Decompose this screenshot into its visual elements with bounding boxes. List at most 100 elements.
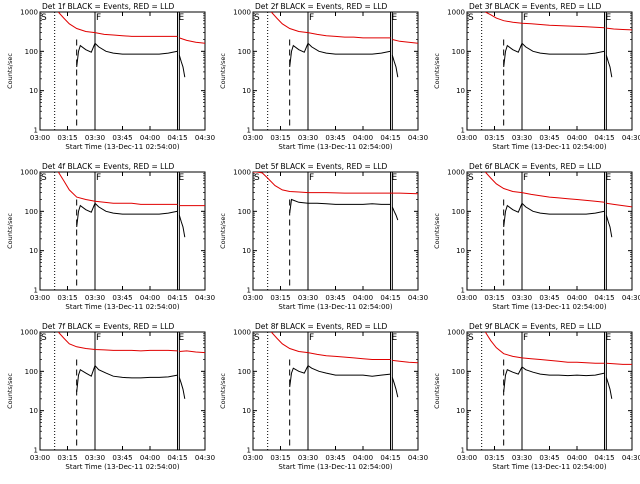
- marker-f: F: [523, 333, 528, 343]
- x-axis-label: Start Time (13-Dec-11 02:54:00): [65, 143, 179, 151]
- series-line-lld: [270, 332, 391, 360]
- series-line-lld: [253, 172, 418, 195]
- marker-f: F: [96, 13, 101, 23]
- series-line-events: [178, 214, 186, 238]
- panel-title: Det 6f BLACK = Events, RED = LLD: [469, 162, 602, 171]
- marker-s: S: [468, 173, 474, 183]
- series-group: [270, 12, 418, 78]
- y-tick-label: 100: [238, 368, 251, 376]
- x-tick-label: 03:45: [539, 454, 559, 462]
- panel-1: Det 1f BLACK = Events, RED = LLD 1 10 100 10…: [6, 2, 215, 151]
- x-tick-label: 03:15: [57, 294, 77, 302]
- x-tick-label: 04:30: [195, 134, 215, 142]
- panel-title: Det 1f BLACK = Events, RED = LLD: [42, 2, 175, 11]
- panel-8: Det 8f BLACK = Events, RED = LLD 1 10 100 10…: [219, 322, 428, 471]
- series-line-lld: [606, 27, 632, 31]
- series-line-events: [289, 198, 391, 214]
- plot-frame: [466, 331, 633, 451]
- series-group: [253, 172, 418, 221]
- x-tick-label: 03:15: [484, 454, 504, 462]
- y-tick-label: 10: [29, 87, 38, 95]
- y-tick-label: 1000: [233, 9, 251, 17]
- y-tick-label: 1000: [447, 329, 465, 337]
- marker-s: S: [41, 333, 47, 343]
- y-tick-label: 10: [242, 87, 251, 95]
- x-tick-label: 03:45: [325, 294, 345, 302]
- panel-7: Det 7f BLACK = Events, RED = LLD 1 10 100 10…: [6, 322, 215, 471]
- x-tick-label: 04:15: [380, 134, 400, 142]
- marker-e: E: [179, 333, 185, 343]
- x-tick-label: 03:45: [539, 294, 559, 302]
- y-tick-label: 100: [238, 48, 251, 56]
- marker-f: F: [96, 333, 101, 343]
- marker-s: S: [41, 13, 47, 23]
- x-axis-label: Start Time (13-Dec-11 02:54:00): [492, 143, 606, 151]
- marker-f: F: [96, 173, 101, 183]
- x-tick-label: 03:45: [539, 134, 559, 142]
- y-axis-label: Counts/sec: [219, 373, 227, 409]
- x-tick-label: 04:30: [195, 454, 215, 462]
- x-tick-label: 04:30: [622, 294, 640, 302]
- x-tick-label: 03:00: [243, 294, 263, 302]
- y-axis-label: Counts/sec: [433, 373, 441, 409]
- x-tick-label: 03:15: [270, 294, 290, 302]
- x-tick-label: 03:15: [484, 134, 504, 142]
- plot-frame: [39, 11, 206, 131]
- marker-s: S: [41, 173, 47, 183]
- marker-s: S: [254, 13, 260, 23]
- x-axis-label: Start Time (13-Dec-11 02:54:00): [65, 303, 179, 311]
- series-line-lld: [179, 350, 205, 354]
- y-tick-label: 1: [247, 447, 251, 455]
- series-line-events: [391, 206, 399, 221]
- x-tick-label: 04:15: [380, 294, 400, 302]
- y-tick-label: 100: [452, 208, 465, 216]
- panel-title: Det 3f BLACK = Events, RED = LLD: [469, 2, 602, 11]
- y-tick-label: 10: [242, 407, 251, 415]
- x-tick-label: 04:15: [594, 454, 614, 462]
- x-tick-label: 03:00: [30, 134, 50, 142]
- x-tick-label: 03:30: [512, 294, 532, 302]
- x-tick-label: 04:00: [353, 294, 373, 302]
- y-axis-label: Counts/sec: [6, 213, 14, 249]
- marker-e: E: [179, 173, 185, 183]
- y-tick-label: 1000: [233, 329, 251, 337]
- marker-s: S: [254, 333, 260, 343]
- marker-e: E: [606, 333, 612, 343]
- series-line-events: [605, 377, 613, 399]
- series-line-events: [503, 366, 605, 392]
- x-tick-label: 03:30: [85, 454, 105, 462]
- plot-frame: [252, 171, 419, 291]
- x-tick-label: 04:00: [140, 134, 160, 142]
- series-line-lld: [485, 12, 605, 29]
- panel-9: Det 9f BLACK = Events, RED = LLD 1 10 100 10…: [433, 322, 640, 471]
- series-line-lld: [57, 172, 178, 205]
- series-group: [57, 12, 205, 78]
- series-group: [57, 332, 205, 399]
- x-tick-label: 03:45: [112, 134, 132, 142]
- x-tick-label: 03:30: [298, 134, 318, 142]
- y-tick-label: 1: [34, 287, 38, 295]
- y-tick-label: 1: [461, 287, 465, 295]
- marker-f: F: [309, 13, 314, 23]
- x-tick-label: 04:00: [140, 454, 160, 462]
- x-tick-label: 03:00: [457, 294, 477, 302]
- y-tick-label: 10: [456, 407, 465, 415]
- series-line-events: [391, 377, 399, 398]
- x-tick-label: 04:15: [167, 294, 187, 302]
- x-axis-label: Start Time (13-Dec-11 02:54:00): [65, 463, 179, 471]
- x-tick-label: 03:15: [57, 134, 77, 142]
- x-tick-label: 03:45: [325, 134, 345, 142]
- x-tick-label: 03:30: [512, 454, 532, 462]
- series-line-lld: [606, 362, 632, 365]
- y-tick-label: 1000: [233, 169, 251, 177]
- x-axis-label: Start Time (13-Dec-11 02:54:00): [492, 303, 606, 311]
- plot-frame: [252, 331, 419, 451]
- y-tick-label: 10: [29, 407, 38, 415]
- x-tick-label: 04:00: [567, 454, 587, 462]
- x-axis-label: Start Time (13-Dec-11 02:54:00): [278, 463, 392, 471]
- panel-title: Det 2f BLACK = Events, RED = LLD: [255, 2, 388, 11]
- y-tick-label: 100: [25, 208, 38, 216]
- series-line-events: [605, 214, 613, 238]
